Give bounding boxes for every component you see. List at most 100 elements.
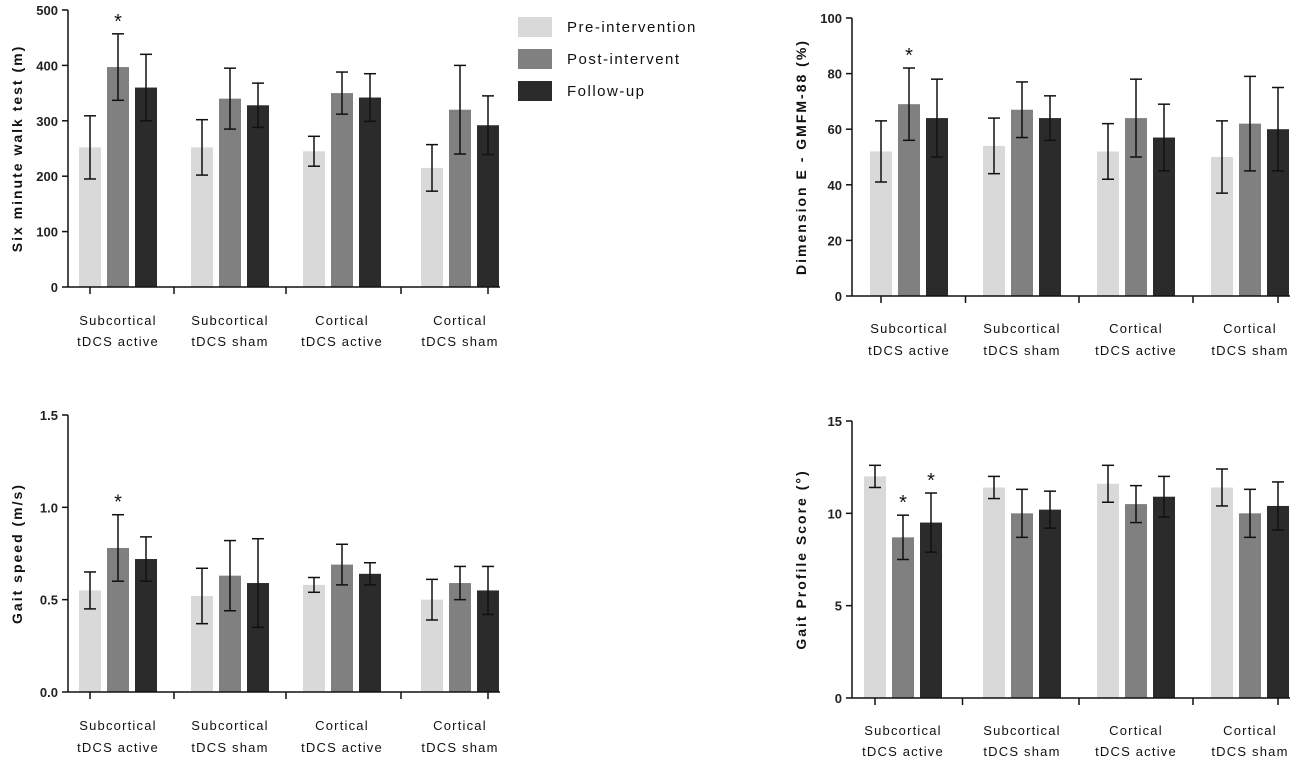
bar-gait-profile-score-cat1-s1 [1011, 513, 1033, 698]
error-bar-gait-profile-score-cat2-s0 [1102, 464, 1114, 504]
bar-six-minute-walk-cat2-s0 [303, 151, 325, 287]
bar-gait-speed-cat3-s2 [477, 590, 499, 692]
legend-label: Post-intervent [567, 51, 681, 68]
error-bar-six-minute-walk-cat3-s1 [454, 64, 466, 155]
bar-six-minute-walk-cat3-s2 [477, 125, 499, 288]
error-bar-six-minute-walk-cat2-s2 [364, 72, 376, 123]
legend-swatch [518, 81, 552, 101]
error-bar-gait-profile-score-cat0-s0 [869, 464, 881, 489]
y-tick-label: 0 [835, 289, 842, 304]
category-label-line1: Subcortical [864, 723, 942, 738]
bar-six-minute-walk-cat2-s2 [359, 97, 381, 287]
error-bar-gait-profile-score-cat2-s2 [1158, 475, 1170, 518]
category-label-line2: tDCS sham [1211, 744, 1288, 759]
bar-gait-profile-score-cat3-s1 [1239, 513, 1261, 698]
error-bar-dimension-e-cat2-s2 [1158, 103, 1170, 172]
category-label-line2: tDCS active [1095, 343, 1177, 358]
category-label-line2: tDCS sham [191, 740, 268, 755]
y-tick-label: 15 [828, 414, 842, 429]
error-bar-gait-profile-score-cat3-s2 [1272, 481, 1284, 531]
gait-profile-score-chart: * * 0 5 10 15 Subcortical tDCS active Subcortica… [793, 414, 1290, 759]
bar-gait-speed-cat0-s0 [79, 590, 101, 692]
y-tick-label: 80 [828, 67, 842, 82]
error-bar-dimension-e-cat1-s2 [1044, 95, 1056, 142]
error-bar-six-minute-walk-cat3-s0 [426, 143, 438, 192]
y-tick-label: 1.0 [40, 500, 58, 515]
significance-marker-gait-profile-score-0: * [899, 492, 907, 514]
error-bar-six-minute-walk-cat1-s1 [224, 67, 236, 130]
y-tick-label: 0 [835, 691, 842, 706]
gait-speed-chart: * 0.0 0.5 1.0 1.5 Subcortical tDCS active Subco… [9, 408, 500, 755]
error-bar-gait-profile-score-cat1-s1 [1016, 488, 1028, 539]
category-label-line2: tDCS sham [191, 334, 268, 349]
bar-dimension-e-cat1-s1 [1011, 109, 1033, 297]
error-bar-gait-speed-cat1-s0 [196, 567, 208, 625]
bar-gait-speed-cat0-s2 [135, 559, 157, 692]
category-label-line2: tDCS active [862, 744, 944, 759]
category-label-line2: tDCS active [1095, 744, 1177, 759]
error-bar-gait-speed-cat3-s2 [482, 565, 494, 616]
legend-item: Pre-intervention [518, 17, 697, 37]
error-bar-gait-speed-cat3-s0 [426, 578, 438, 621]
bar-dimension-e-cat0-s2 [926, 118, 948, 296]
error-bar-gait-speed-cat0-s1 [112, 513, 124, 582]
y-tick-label: 0.5 [40, 593, 58, 608]
bar-gait-profile-score-cat3-s0 [1211, 487, 1233, 698]
bar-dimension-e-cat2-s2 [1153, 137, 1175, 296]
category-label-line1: Cortical [315, 313, 369, 328]
legend-swatch [518, 49, 552, 69]
bar-six-minute-walk-cat2-s1 [331, 93, 353, 287]
legend: Pre-intervention Post-intervent Follow-up [518, 17, 697, 101]
y-axis-title: Dimension E - GMFM-88 (%) [793, 39, 809, 275]
legend-label: Follow-up [567, 83, 646, 100]
bar-gait-profile-score-cat0-s0 [864, 476, 886, 698]
bar-gait-speed-cat0-s1 [107, 547, 129, 692]
error-bar-six-minute-walk-cat1-s0 [196, 118, 208, 176]
category-label-line2: tDCS active [301, 334, 383, 349]
bar-gait-profile-score-cat2-s1 [1125, 504, 1147, 698]
category-label-line1: Subcortical [870, 321, 948, 336]
category-label-line2: tDCS sham [421, 740, 498, 755]
bar-gait-profile-score-cat0-s1 [892, 537, 914, 698]
error-bar-gait-profile-score-cat0-s1 [897, 514, 909, 561]
bar-gait-speed-cat3-s0 [421, 599, 443, 692]
category-label-line1: Subcortical [983, 321, 1061, 336]
category-label-line1: Cortical [433, 313, 487, 328]
category-label-line2: tDCS sham [983, 744, 1060, 759]
category-label-line1: Cortical [315, 718, 369, 733]
error-bar-six-minute-walk-cat2-s1 [336, 71, 348, 115]
category-label-line2: tDCS sham [983, 343, 1060, 358]
bar-six-minute-walk-cat3-s0 [421, 167, 443, 287]
y-axis-title: Six minute walk test (m) [9, 45, 25, 252]
legend-item: Follow-up [518, 81, 646, 101]
bar-dimension-e-cat0-s0 [870, 151, 892, 296]
significance-marker-gait-speed-0: * [114, 492, 122, 514]
y-tick-label: 0 [51, 280, 58, 295]
category-label-line1: Cortical [1223, 321, 1277, 336]
y-tick-label: 400 [36, 58, 58, 73]
y-tick-label: 100 [36, 225, 58, 240]
y-tick-label: 200 [36, 169, 58, 184]
bar-gait-speed-cat2-s1 [331, 564, 353, 692]
y-tick-label: 100 [820, 11, 842, 26]
y-tick-label: 20 [828, 233, 842, 248]
bar-gait-profile-score-cat0-s2 [920, 522, 942, 698]
bar-six-minute-walk-cat1-s1 [219, 98, 241, 287]
legend-label: Pre-intervention [567, 19, 697, 36]
error-bar-gait-speed-cat2-s1 [336, 543, 348, 586]
category-label-line1: Subcortical [191, 313, 269, 328]
bar-six-minute-walk-cat1-s2 [247, 105, 269, 288]
error-bar-gait-profile-score-cat3-s0 [1216, 468, 1228, 507]
error-bar-gait-profile-score-cat1-s0 [988, 475, 1000, 500]
y-tick-label: 10 [828, 506, 842, 521]
y-tick-label: 60 [828, 122, 842, 137]
bar-dimension-e-cat3-s0 [1211, 157, 1233, 296]
bar-dimension-e-cat3-s1 [1239, 123, 1261, 296]
category-label-line2: tDCS active [868, 343, 950, 358]
error-bar-dimension-e-cat1-s1 [1016, 81, 1028, 139]
significance-marker-six-minute-walk-0: * [114, 11, 122, 33]
category-label-line1: Subcortical [79, 718, 157, 733]
error-bar-six-minute-walk-cat1-s2 [252, 82, 264, 129]
error-bar-dimension-e-cat3-s2 [1272, 86, 1284, 172]
y-tick-label: 500 [36, 3, 58, 18]
